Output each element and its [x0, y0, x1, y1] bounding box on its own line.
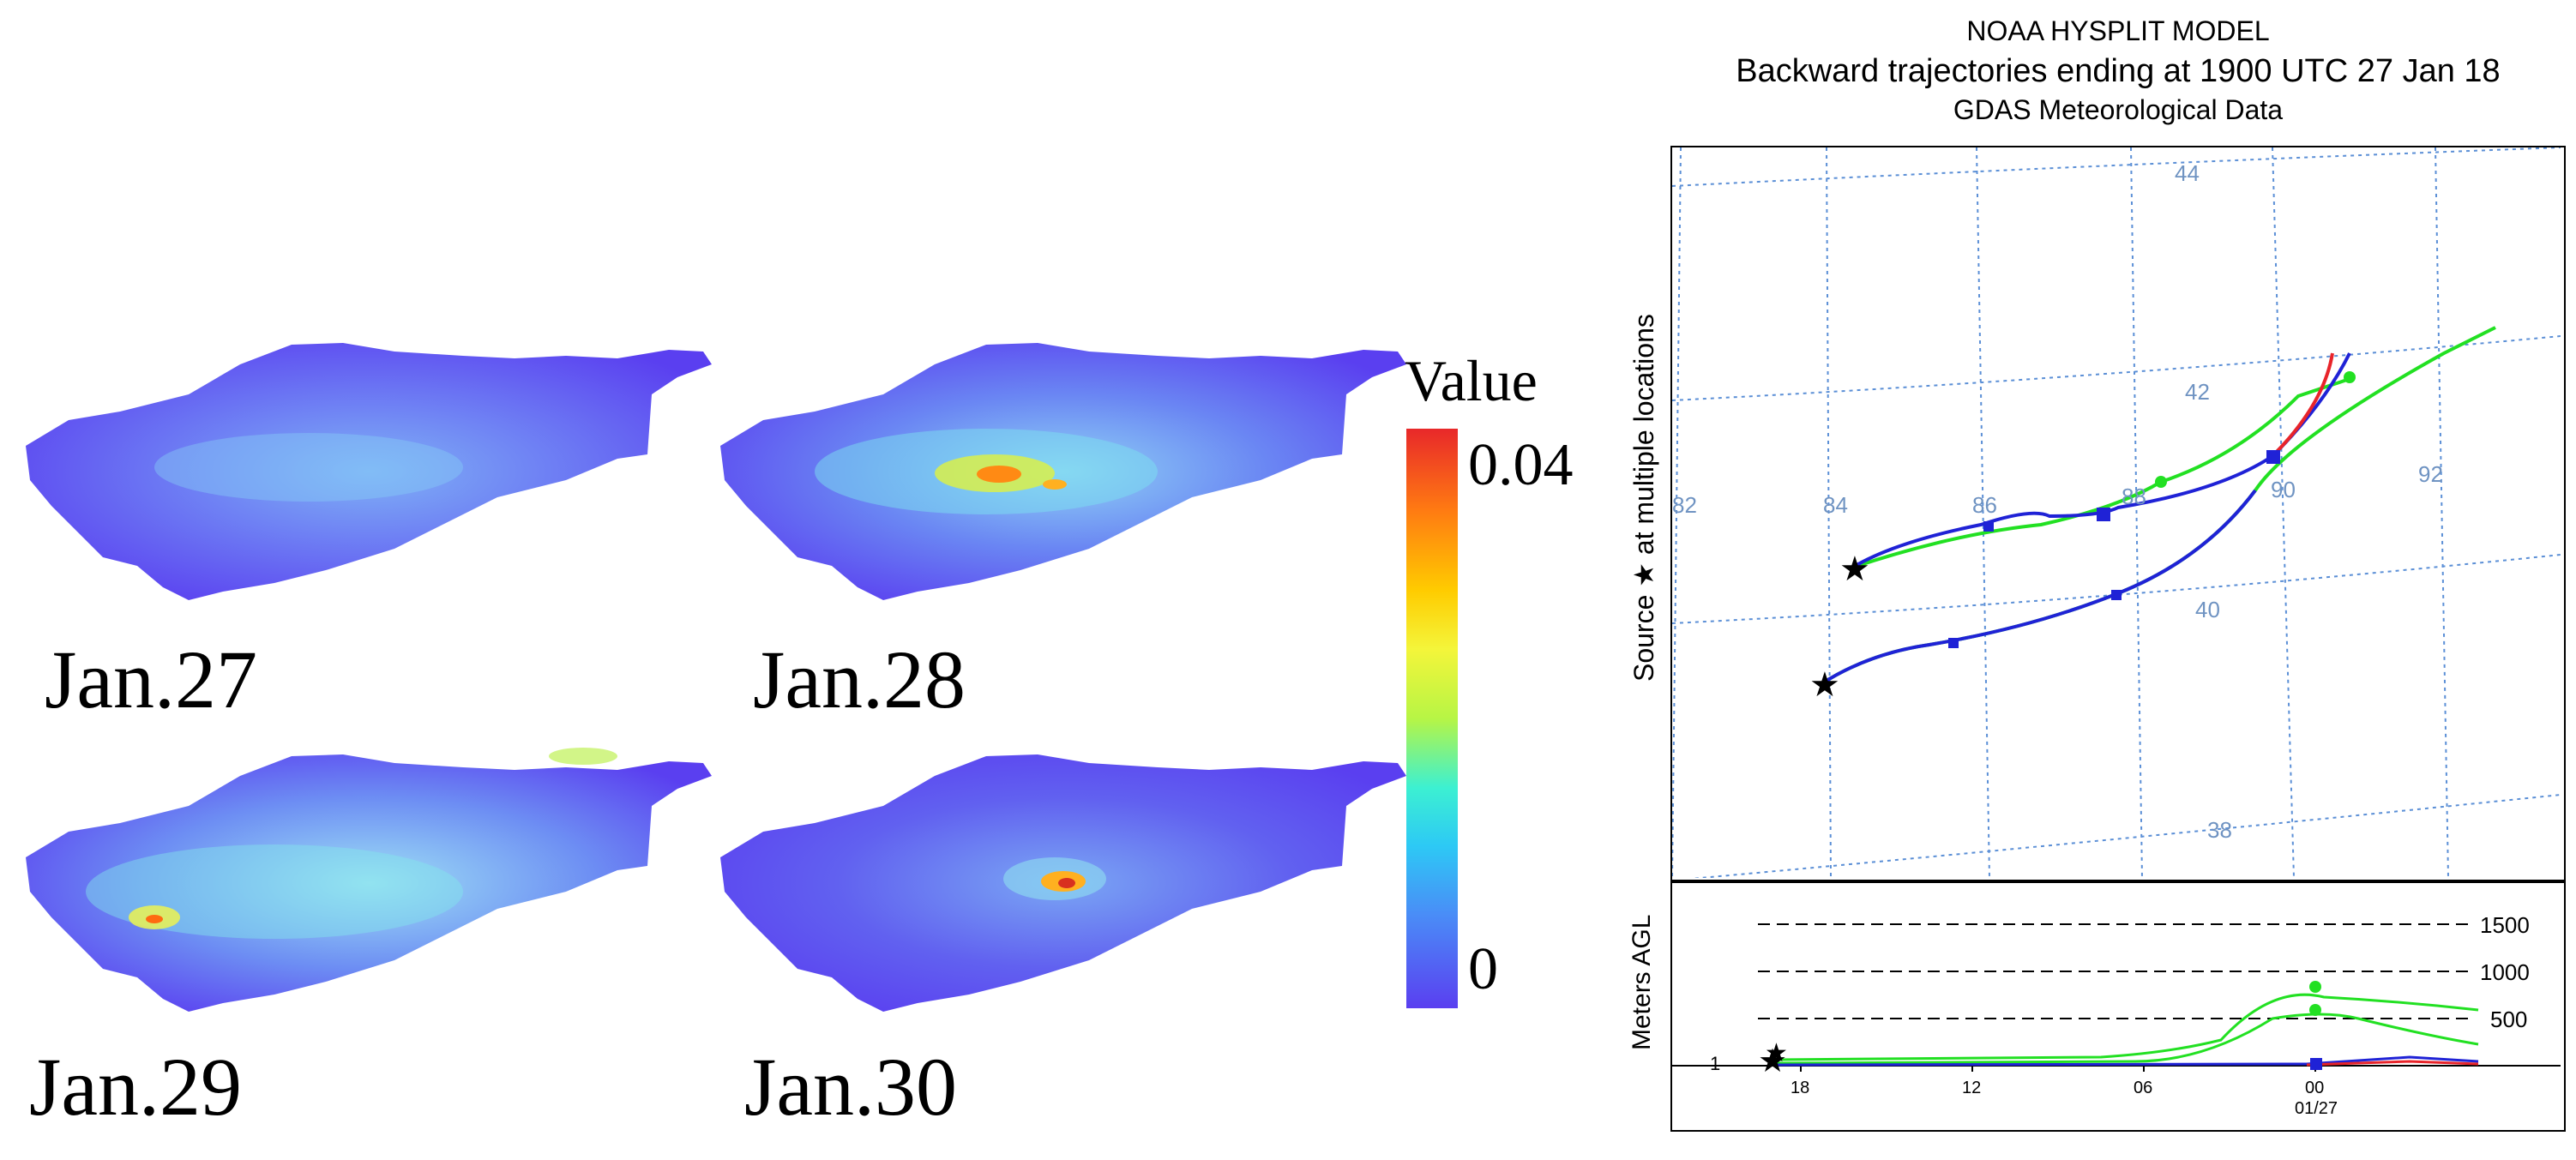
lon-label-88: 88 [2122, 484, 2146, 509]
trajectory-marker [2111, 590, 2122, 600]
lon-gridline-82 [1672, 147, 1682, 878]
legend-colorbar [1406, 429, 1458, 1008]
lon-gridline-92 [2435, 147, 2449, 878]
map-panel-jan27 [26, 343, 712, 600]
lat-label-38: 38 [2207, 817, 2232, 843]
altitude-marker [2309, 1004, 2321, 1016]
map-panel-jan28 [720, 343, 1406, 600]
trajectory-map-frame [1670, 146, 2566, 883]
lat-gridline-38 [1691, 794, 2561, 878]
trajectory-upper-red [2271, 352, 2334, 458]
legend-title: Value [1405, 348, 1538, 413]
altitude-green-2 [1774, 1013, 2479, 1065]
trajectory-marker [2097, 508, 2110, 521]
source-star: ★ [1839, 550, 1870, 588]
altitude-blue [1774, 1055, 2479, 1067]
alt-label-1500: 1500 [2480, 912, 2530, 938]
map-y-axis-label: Source ★ at multiple locations [1628, 314, 1659, 682]
source-star-alt: ★ [1765, 1039, 1788, 1067]
hysplit-title-3: GDAS Meteorological Data [1953, 94, 2284, 125]
trajectory-marker [1948, 638, 1959, 648]
trajectory-upper-green [1851, 377, 2350, 569]
lat-gridline-40 [1672, 554, 2561, 624]
time-label-00: 00 [2305, 1079, 2325, 1097]
panel-label-jan29: Jan.29 [29, 1041, 242, 1133]
hysplit-title-1: NOAA HYSPLIT MODEL [1966, 15, 2270, 46]
lat-label-40: 40 [2195, 597, 2220, 622]
altitude-profile-frame [1670, 880, 2566, 1132]
alt-label-500: 500 [2490, 1007, 2528, 1032]
trajectory-map-svg: ★ ★ [1672, 147, 2561, 878]
map-panel-jan30 [720, 754, 1406, 1012]
lat-label-44: 44 [2175, 160, 2200, 186]
altitude-marker [2310, 1058, 2322, 1070]
altitude-profile-svg: ★ ★ [1672, 923, 2561, 1079]
map-panel-jan29 [26, 748, 712, 1012]
lon-gridline-84 [1826, 147, 1832, 878]
alt-y-axis-label: Meters AGL [1628, 914, 1656, 1050]
altitude-green-1 [1774, 993, 2479, 1061]
legend-max-label: 0.04 [1468, 432, 1574, 498]
trajectory-marker [1983, 521, 1994, 532]
time-label-18: 18 [1791, 1079, 1810, 1097]
lon-label-92: 92 [2418, 461, 2443, 487]
lon-label-86: 86 [1972, 492, 1997, 518]
lon-label-82: 82 [1672, 492, 1697, 518]
time-label-06: 06 [2134, 1079, 2153, 1097]
legend-min-label: 0 [1468, 936, 1498, 1002]
panel-label-jan30: Jan.30 [744, 1041, 957, 1133]
lon-label-90: 90 [2271, 477, 2296, 502]
lon-gridline-88 [2130, 147, 2143, 878]
source-star: ★ [1809, 666, 1840, 704]
alt-label-base: 1 [1710, 1053, 1721, 1074]
source-star-alt: ★ [1758, 1043, 1787, 1079]
lon-gridline-86 [1976, 147, 1990, 878]
panel-label-jan28: Jan.28 [753, 634, 966, 725]
lat-gridline-42 [1672, 335, 2561, 401]
date-label: 01/27 [2295, 1099, 2338, 1118]
altitude-marker [2309, 981, 2321, 993]
trajectory-lower-blue [1821, 489, 2257, 685]
lon-label-84: 84 [1823, 492, 1848, 518]
altitude-red [2306, 1060, 2479, 1067]
hysplit-title-2: Backward trajectories ending at 1900 UTC… [1736, 53, 2501, 89]
lat-gridline-44 [1672, 147, 2561, 187]
trajectory-marker [2155, 476, 2167, 488]
trajectory-marker [2266, 450, 2280, 464]
panel-label-jan27: Jan.27 [45, 634, 257, 725]
trajectory-lower-green [1821, 326, 2496, 685]
alt-label-1000: 1000 [2480, 959, 2530, 985]
lon-gridline-90 [2272, 147, 2295, 878]
time-label-12: 12 [1962, 1079, 1982, 1097]
lat-label-42: 42 [2185, 379, 2210, 405]
trajectory-marker [2344, 371, 2356, 383]
